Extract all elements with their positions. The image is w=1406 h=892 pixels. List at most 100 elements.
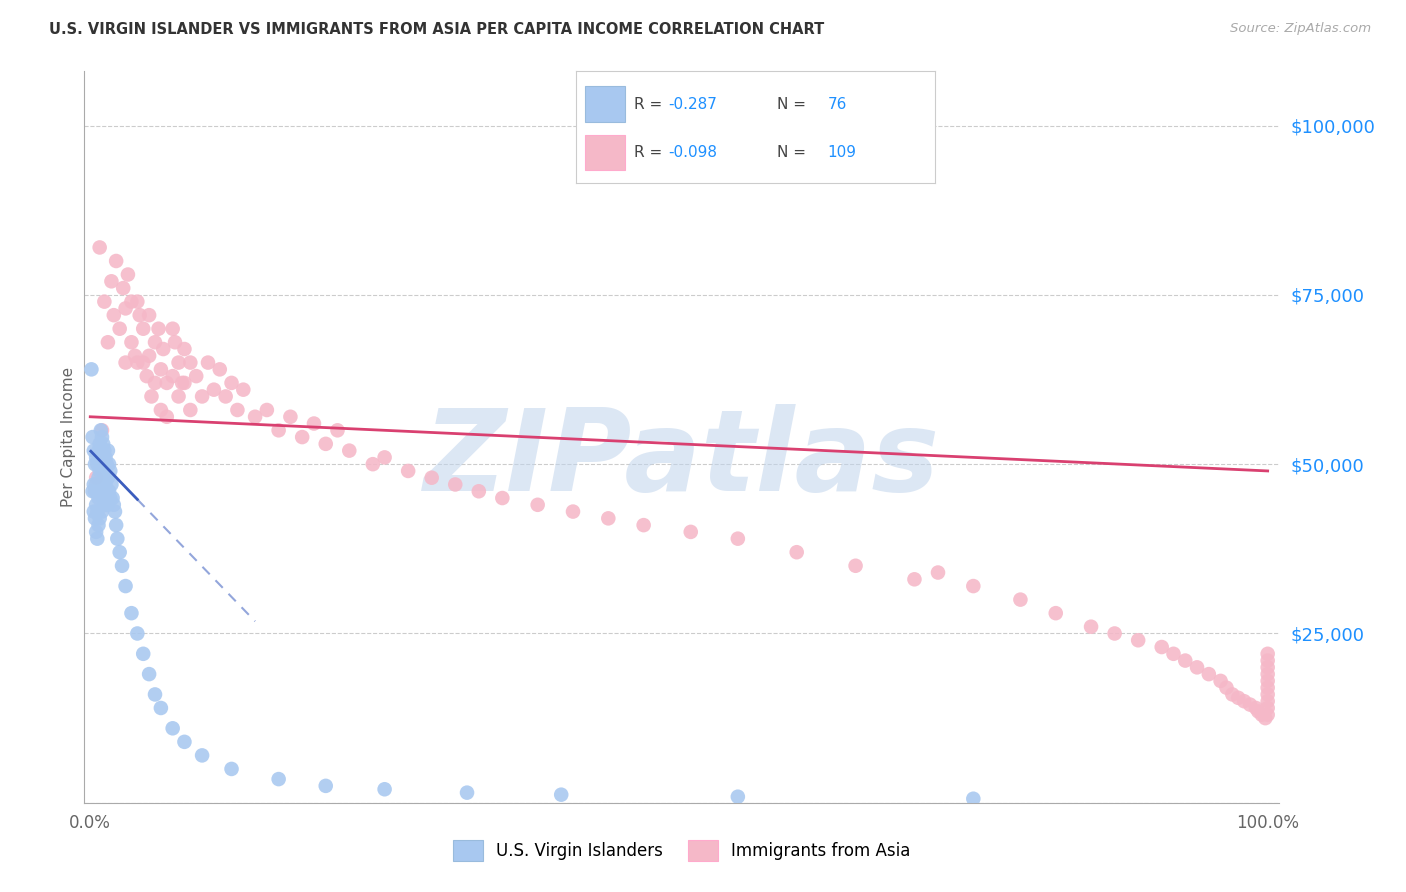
Point <box>93 294 115 309</box>
Point <box>173 376 195 390</box>
Point <box>87 443 110 458</box>
Text: 76: 76 <box>827 96 846 112</box>
Point <box>86 457 108 471</box>
Point <box>89 240 111 254</box>
Point <box>90 423 112 437</box>
Point <box>96 457 118 471</box>
Point <box>221 376 243 390</box>
Point <box>87 491 110 505</box>
Point <box>232 383 254 397</box>
Point <box>1209 673 1232 688</box>
Point <box>149 701 172 715</box>
Point <box>1244 701 1267 715</box>
Point <box>91 505 114 519</box>
Point <box>1185 660 1208 674</box>
Point <box>120 606 142 620</box>
Point <box>197 355 219 369</box>
Point <box>93 443 115 458</box>
Point <box>87 518 110 533</box>
Point <box>1257 707 1279 722</box>
Point <box>114 355 136 369</box>
Text: Source: ZipAtlas.com: Source: ZipAtlas.com <box>1230 22 1371 36</box>
Point <box>89 437 111 451</box>
Point <box>132 322 155 336</box>
Point <box>163 335 186 350</box>
Point <box>302 417 325 431</box>
Point <box>84 457 107 471</box>
Point <box>91 430 114 444</box>
Point <box>84 498 107 512</box>
Point <box>105 518 128 533</box>
Point <box>1227 690 1250 705</box>
Point <box>128 308 150 322</box>
Point <box>456 786 478 800</box>
Point <box>202 383 225 397</box>
Point <box>267 772 290 786</box>
Point <box>91 423 114 437</box>
Point <box>1257 647 1279 661</box>
Point <box>83 505 105 519</box>
Point <box>98 464 121 478</box>
Point <box>191 748 214 763</box>
Point <box>84 511 107 525</box>
Point <box>124 349 146 363</box>
Point <box>374 782 396 797</box>
Text: ZIPatlas: ZIPatlas <box>423 403 941 515</box>
Point <box>82 430 104 444</box>
Point <box>83 477 105 491</box>
Text: U.S. VIRGIN ISLANDER VS IMMIGRANTS FROM ASIA PER CAPITA INCOME CORRELATION CHART: U.S. VIRGIN ISLANDER VS IMMIGRANTS FROM … <box>49 22 824 37</box>
Point <box>172 376 194 390</box>
Point <box>179 403 201 417</box>
Y-axis label: Per Capita Income: Per Capita Income <box>60 367 76 508</box>
Point <box>103 308 125 322</box>
Point <box>84 450 107 465</box>
Point <box>141 389 163 403</box>
Point <box>267 423 290 437</box>
Point <box>315 437 337 451</box>
Point <box>444 477 467 491</box>
Point <box>727 789 749 804</box>
Bar <box>585 135 624 169</box>
Point <box>156 376 179 390</box>
Text: 109: 109 <box>827 145 856 160</box>
Point <box>214 389 236 403</box>
Point <box>361 457 384 471</box>
Point <box>1174 654 1197 668</box>
Point <box>114 301 136 316</box>
Point <box>138 308 160 322</box>
Point <box>1128 633 1150 648</box>
Point <box>1198 667 1220 681</box>
Point <box>221 762 243 776</box>
Point <box>89 484 111 499</box>
Legend: U.S. Virgin Islanders, Immigrants from Asia: U.S. Virgin Islanders, Immigrants from A… <box>446 833 918 868</box>
Point <box>84 477 107 491</box>
Point <box>1257 654 1279 668</box>
Point <box>927 566 949 580</box>
Point <box>143 688 166 702</box>
Text: -0.098: -0.098 <box>668 145 717 160</box>
Point <box>962 579 984 593</box>
Point <box>84 524 107 539</box>
Point <box>135 369 157 384</box>
Point <box>1257 701 1279 715</box>
Point <box>90 450 112 465</box>
Point <box>280 409 302 424</box>
Point <box>138 349 160 363</box>
Point <box>127 355 149 369</box>
Point <box>86 484 108 499</box>
Point <box>120 335 142 350</box>
Point <box>114 579 136 593</box>
Point <box>1222 688 1244 702</box>
Point <box>152 342 174 356</box>
Point <box>111 558 134 573</box>
Point <box>1010 592 1032 607</box>
Point <box>138 667 160 681</box>
Point <box>315 779 337 793</box>
Point <box>903 572 925 586</box>
Point <box>97 335 120 350</box>
Point <box>100 274 122 288</box>
Point <box>149 403 172 417</box>
Point <box>179 355 201 369</box>
Point <box>162 721 184 735</box>
Point <box>98 457 121 471</box>
